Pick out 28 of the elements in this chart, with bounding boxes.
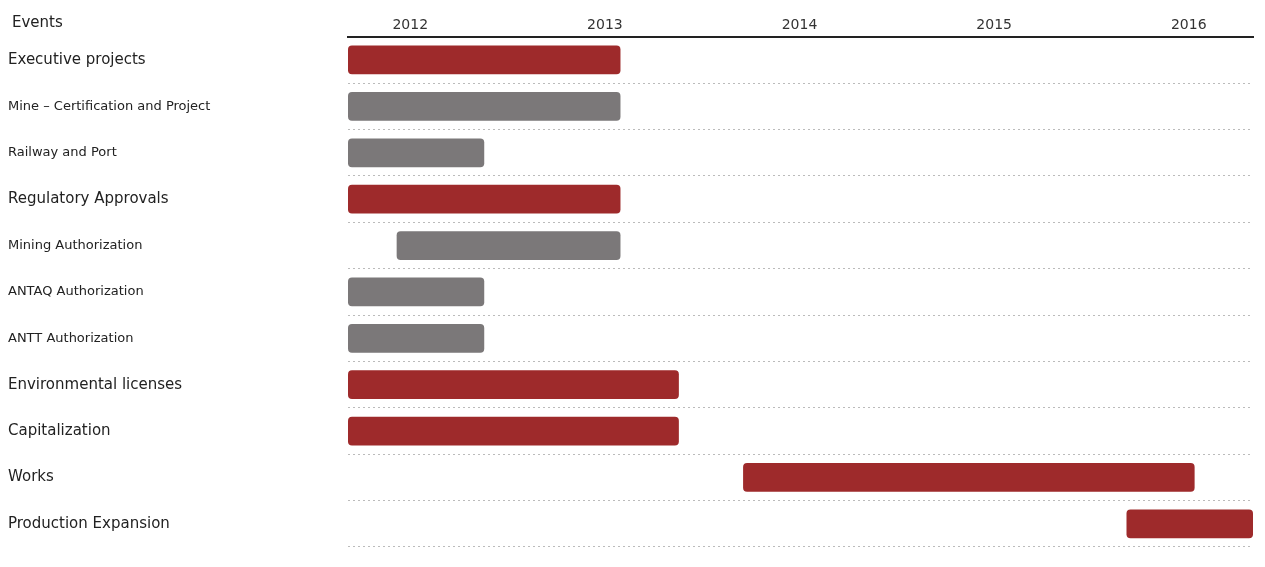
bar [348, 277, 485, 307]
x-tick-label: 2015 [976, 16, 1012, 33]
bar [348, 138, 485, 168]
y-tick-label: Environmental licenses [8, 374, 183, 393]
x-tick-label: 2013 [587, 16, 623, 33]
y-tick-label: ANTT Authorization [8, 329, 134, 345]
y-axis-title: Events [12, 13, 63, 32]
bar [743, 463, 1195, 492]
x-tick-label: 2016 [1170, 16, 1207, 33]
y-tick-label: Mine – Certification and Project [8, 97, 211, 113]
y-tick-label: Executive projects [8, 49, 146, 68]
y-tick-label: Production Expansion [8, 513, 170, 532]
y-tick-label: Regulatory Approvals [8, 189, 169, 208]
bar [348, 91, 621, 121]
x-tick-label: 2012 [392, 16, 429, 33]
bar [348, 184, 621, 214]
y-tick-label: Works [8, 467, 54, 486]
bar [348, 370, 679, 400]
x-tick-label: 2014 [781, 16, 818, 33]
bar [348, 45, 621, 75]
y-tick-label: Railway and Port [8, 144, 117, 160]
y-tick-label: Mining Authorization [8, 236, 143, 252]
y-tick-label: ANTAQ Authorization [8, 283, 144, 299]
bar [348, 416, 679, 446]
y-tick-label: Capitalization [8, 420, 111, 439]
bar [348, 323, 485, 353]
bar [1126, 509, 1253, 539]
bar [396, 231, 621, 260]
